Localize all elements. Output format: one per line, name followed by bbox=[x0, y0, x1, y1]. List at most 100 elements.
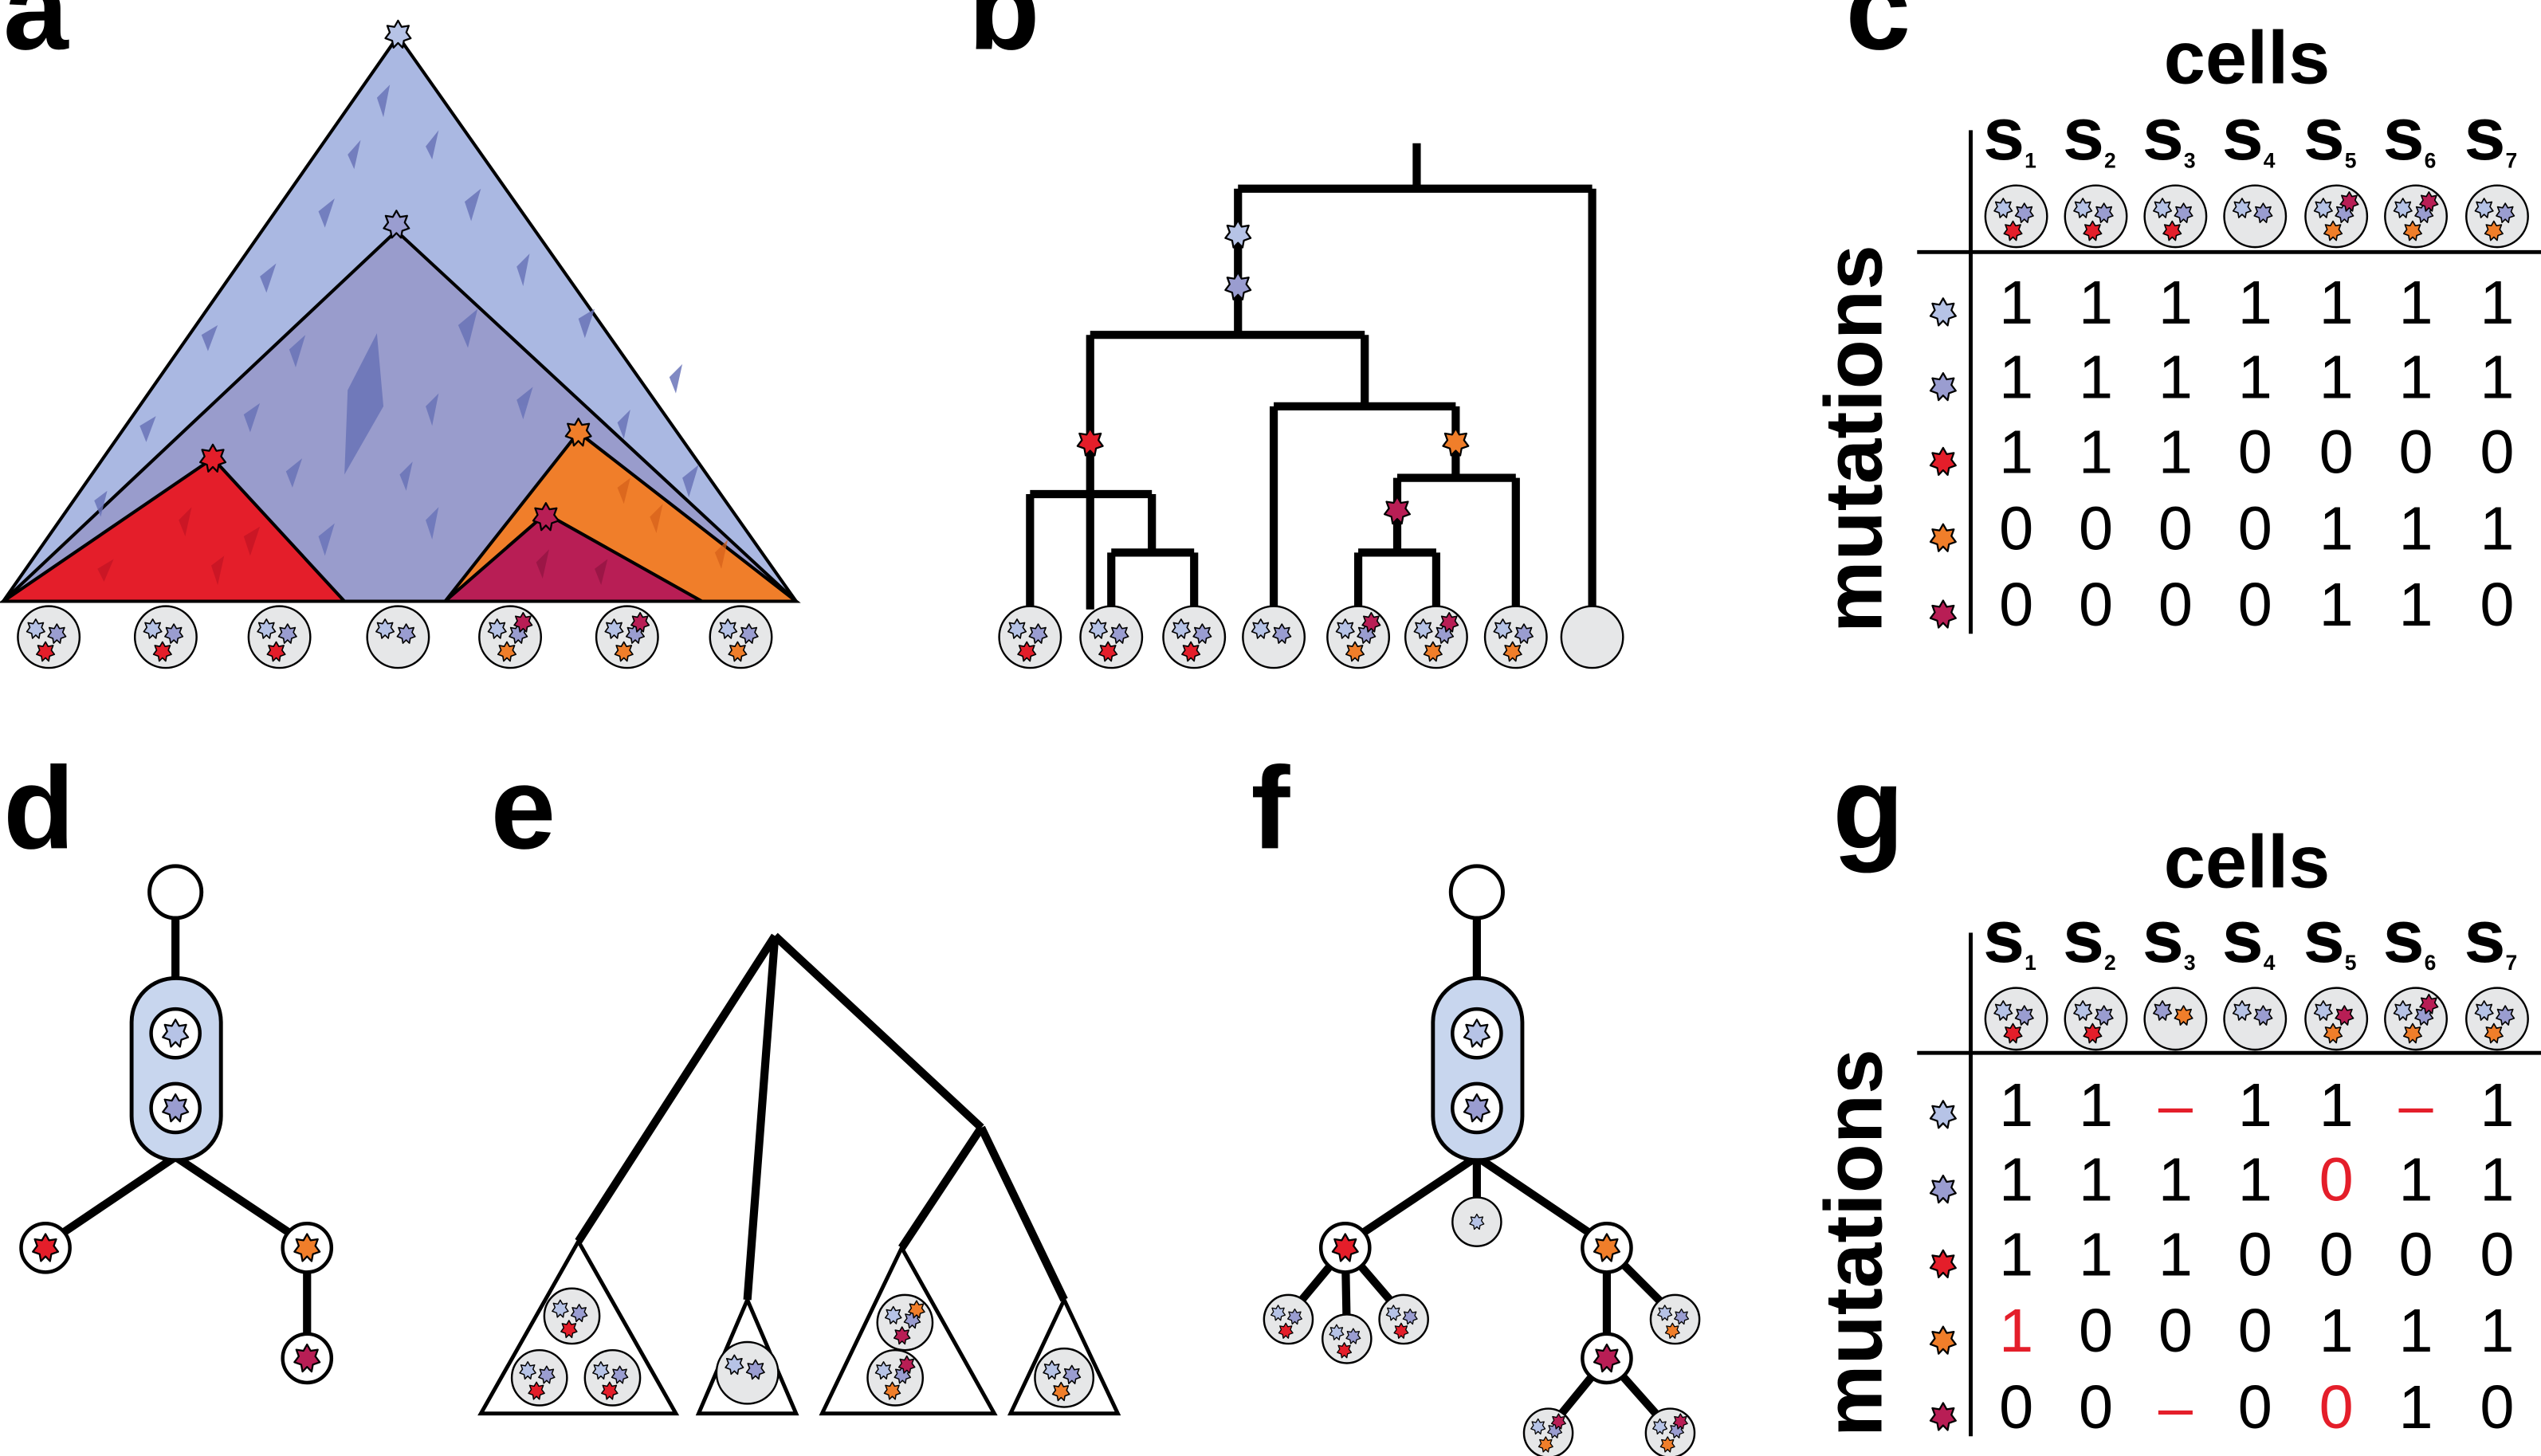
sample-cell-icon bbox=[2384, 987, 2448, 1051]
sample-cell-icon bbox=[2143, 987, 2208, 1051]
mutation-2-star-icon bbox=[1224, 271, 1252, 300]
panel-label-a: a bbox=[3, 0, 69, 74]
clone-triangle-crimson bbox=[441, 511, 709, 603]
root-node bbox=[147, 864, 204, 920]
sample-cell-icon bbox=[2143, 184, 2208, 249]
cell-icon bbox=[998, 605, 1062, 669]
sample-cell-icon bbox=[2064, 987, 2128, 1051]
sample-cell-icon bbox=[2223, 987, 2288, 1051]
sample-label: s7 bbox=[2464, 92, 2517, 175]
cell-icon bbox=[595, 605, 659, 669]
matrix-cell: 0 bbox=[2399, 418, 2433, 486]
matrix-cell: 1 bbox=[2480, 494, 2514, 563]
matrix-cell: 0 bbox=[2079, 1373, 2113, 1442]
sample-label: s2 bbox=[2063, 92, 2116, 175]
matrix-cell: 1 bbox=[2079, 269, 2113, 337]
matrix-cell: 1 bbox=[2079, 1071, 2113, 1140]
matrix-cell: 0 bbox=[2079, 571, 2113, 639]
mutation-4-star-icon bbox=[1442, 427, 1470, 457]
matrix-cell: 0 bbox=[2079, 494, 2113, 563]
sample-cell-icon bbox=[2223, 184, 2288, 249]
cell-icon bbox=[715, 1340, 780, 1405]
mutation-row-star-icon bbox=[1929, 297, 1957, 327]
matrix-cell: 0 bbox=[2480, 1373, 2514, 1442]
matrix-cell: 1 bbox=[2079, 418, 2113, 486]
mutation-row-star-icon bbox=[1929, 599, 1957, 629]
matrix-cell: 0 bbox=[2480, 418, 2514, 486]
matrix-cell: 1 bbox=[1999, 269, 2033, 337]
cell-icon bbox=[1378, 1293, 1429, 1345]
matrix-cell: 0 bbox=[2238, 1373, 2272, 1442]
mutation-row-star-icon bbox=[1929, 371, 1957, 402]
sample-label: s1 bbox=[1983, 894, 2036, 978]
matrix-cell: 0 bbox=[2480, 571, 2514, 639]
matrix-cell: 1 bbox=[2319, 494, 2354, 563]
sample-label: s1 bbox=[1983, 92, 2036, 175]
sample-label: s3 bbox=[2142, 894, 2196, 978]
sample-label: s2 bbox=[2063, 894, 2116, 978]
cell-icon bbox=[709, 605, 773, 669]
matrix-cell: 0 bbox=[2238, 1220, 2272, 1289]
matrix-cell: 0 bbox=[2238, 418, 2272, 486]
matrix-cell: 1 bbox=[2238, 269, 2272, 337]
sample-label: s3 bbox=[2142, 92, 2196, 175]
matrix-cell: 1 bbox=[1999, 343, 2033, 412]
cell-icon bbox=[1451, 1196, 1502, 1247]
sample-cell-icon bbox=[2465, 184, 2529, 249]
panel-b-leaf-cells bbox=[998, 605, 1624, 669]
cell-icon bbox=[583, 1348, 642, 1407]
sample-cell-icon bbox=[2064, 184, 2128, 249]
sample-label: s5 bbox=[2303, 92, 2357, 175]
matrix-cell: 0 bbox=[2319, 418, 2354, 486]
matrix-cell: 1 bbox=[2158, 343, 2193, 412]
matrix-cell: 1 bbox=[2238, 343, 2272, 412]
matrix-cell: 1 bbox=[2079, 1146, 2113, 1215]
panel-a-evolution-triangles bbox=[0, 19, 801, 669]
matrix-cell: 1 bbox=[2158, 418, 2193, 486]
matrix-cell: 1 bbox=[2399, 269, 2433, 337]
sample-cell-icon bbox=[2465, 987, 2529, 1051]
panel-c-mutation-matrix: cells mutations s1 s2 s3 s4 s5 s6 s71 1 1 1 1 1 11 1 1… bbox=[1808, 15, 2541, 639]
matrix-cell: 0 bbox=[2480, 1220, 2514, 1289]
matrix-c-side-label: mutations bbox=[1808, 245, 1899, 633]
matrix-cell: 1 bbox=[2399, 343, 2433, 412]
panel-label-f: f bbox=[1251, 743, 1291, 873]
cell-icon bbox=[510, 1348, 568, 1407]
matrix-cell: 0 bbox=[1999, 571, 2033, 639]
mutation-row-star-icon bbox=[1929, 1174, 1957, 1204]
mutation-row-star-icon bbox=[1929, 1402, 1957, 1431]
cell-icon bbox=[1242, 605, 1306, 669]
mutation-1-star-icon bbox=[1224, 219, 1252, 249]
matrix-cell: 1 bbox=[2480, 1297, 2514, 1365]
root-node bbox=[1448, 864, 1505, 920]
matrix-cell: 1 bbox=[2399, 1146, 2433, 1215]
matrix-cell: 1 bbox=[1999, 1071, 2033, 1140]
matrix-c-body: s1 s2 s3 s4 s5 s6 s71 1 1 1 1 1 11 1 1 1 1 1 11 1 1 0 0 0 00 0 0 0 1… bbox=[1929, 92, 2529, 639]
matrix-cell: 1 bbox=[2158, 1220, 2193, 1289]
matrix-cell: – bbox=[2399, 1071, 2434, 1140]
panel-label-e: e bbox=[491, 743, 556, 873]
panel-label-c: c bbox=[1846, 0, 1911, 74]
cell-icon bbox=[1404, 605, 1468, 669]
matrix-cell: 0 bbox=[2238, 1297, 2272, 1365]
matrix-cell: 1 bbox=[2480, 1071, 2514, 1140]
mutation-3-star-icon bbox=[1076, 427, 1104, 457]
cell-icon bbox=[133, 605, 198, 669]
cell-icon bbox=[1560, 605, 1624, 669]
cell-icon bbox=[1522, 1407, 1574, 1456]
matrix-cell: 1 bbox=[2319, 269, 2354, 337]
matrix-cell: 0 bbox=[2238, 571, 2272, 639]
panel-g-noisy-matrix: cells mutations s1 s2 s3 s4 s5 s6 s71 1–1 1–11 1 1… bbox=[1808, 819, 2541, 1442]
panel-label-d: d bbox=[3, 743, 75, 873]
cell-icon bbox=[17, 605, 81, 669]
mutation-row-star-icon bbox=[1929, 523, 1957, 552]
mutation-row-star-icon bbox=[1929, 1100, 1957, 1129]
matrix-cell: – bbox=[2158, 1071, 2193, 1140]
matrix-cell: 1 bbox=[2319, 1071, 2354, 1140]
cell-icon bbox=[1263, 1293, 1314, 1345]
matrix-cell: 1 bbox=[1999, 1146, 2033, 1215]
panel-e-clade-cells bbox=[510, 1287, 1095, 1408]
panel-d-mutation-tree bbox=[19, 864, 334, 1385]
cell-icon bbox=[1649, 1293, 1701, 1345]
sample-label: s7 bbox=[2464, 894, 2517, 978]
